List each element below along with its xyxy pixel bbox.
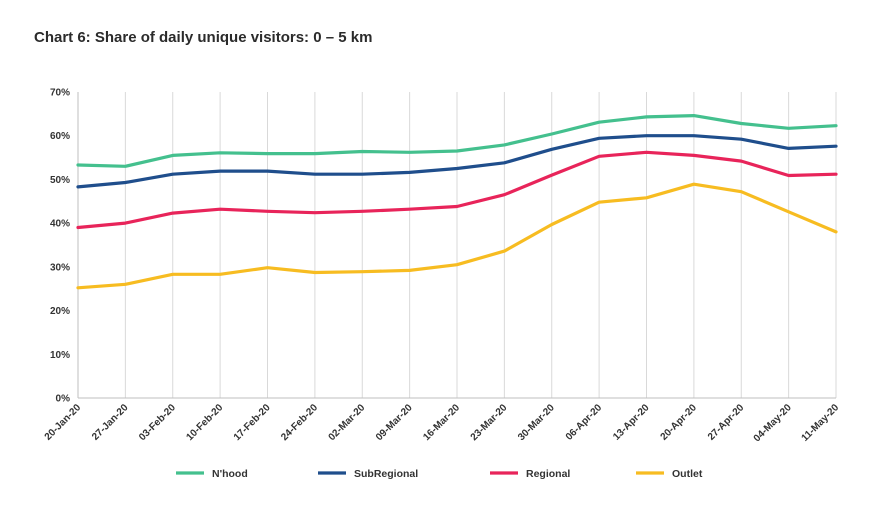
x-tick-label: 23-Mar-20 [469, 402, 510, 443]
series-line-regional [76, 150, 838, 230]
legend-label: Outlet [672, 468, 703, 480]
y-tick-label: 10% [50, 350, 70, 361]
x-tick-label: 10-Feb-20 [184, 402, 225, 443]
y-tick-label: 20% [50, 306, 70, 317]
x-tick-label: 27-Jan-20 [90, 402, 131, 443]
x-tick-label: 11-May-20 [800, 402, 842, 444]
y-tick-label: 70% [50, 88, 70, 99]
grid [77, 92, 837, 398]
x-tick-label: 03-Feb-20 [137, 402, 178, 443]
x-tick-label: 06-Apr-20 [564, 402, 605, 443]
x-tick-label: 09-Mar-20 [374, 402, 415, 443]
y-tick-label: 40% [50, 219, 70, 230]
x-tick-label: 27-Apr-20 [706, 402, 747, 443]
x-tick-label: 30-Mar-20 [516, 402, 557, 443]
chart-title: Chart 6: Share of daily unique visitors:… [34, 29, 373, 46]
series-lines [76, 113, 838, 290]
x-tick-label: 04-May-20 [752, 402, 794, 444]
y-tick-label: 60% [50, 131, 70, 142]
x-tick-label: 02-Mar-20 [327, 402, 368, 443]
axes [77, 92, 836, 399]
series-line-subregional [76, 134, 838, 189]
x-tick-label: 24-Feb-20 [279, 402, 320, 443]
series-line-outlet [76, 182, 838, 290]
x-tick-label: 20-Jan-20 [43, 402, 84, 443]
legend-label: N'hood [212, 468, 248, 480]
legend-label: Regional [526, 468, 570, 480]
series-line-n-hood [76, 113, 838, 168]
y-axis-ticks: 0% 10% 20% 30% 40% 50% 60% 70% [50, 88, 70, 405]
y-tick-label: 50% [50, 175, 70, 186]
x-tick-label: 16-Mar-20 [421, 402, 462, 443]
y-tick-label: 30% [50, 262, 70, 273]
y-tick-label: 0% [56, 394, 71, 405]
legend: N'hood SubRegional Regional Outlet [176, 468, 703, 480]
x-tick-label: 13-Apr-20 [611, 402, 652, 443]
x-axis-ticks: 20-Jan-20 27-Jan-20 03-Feb-20 10-Feb-20 17-F… [43, 402, 842, 444]
x-tick-label: 17-Feb-20 [232, 402, 273, 443]
legend-label: SubRegional [354, 468, 418, 480]
x-tick-label: 20-Apr-20 [659, 402, 700, 443]
